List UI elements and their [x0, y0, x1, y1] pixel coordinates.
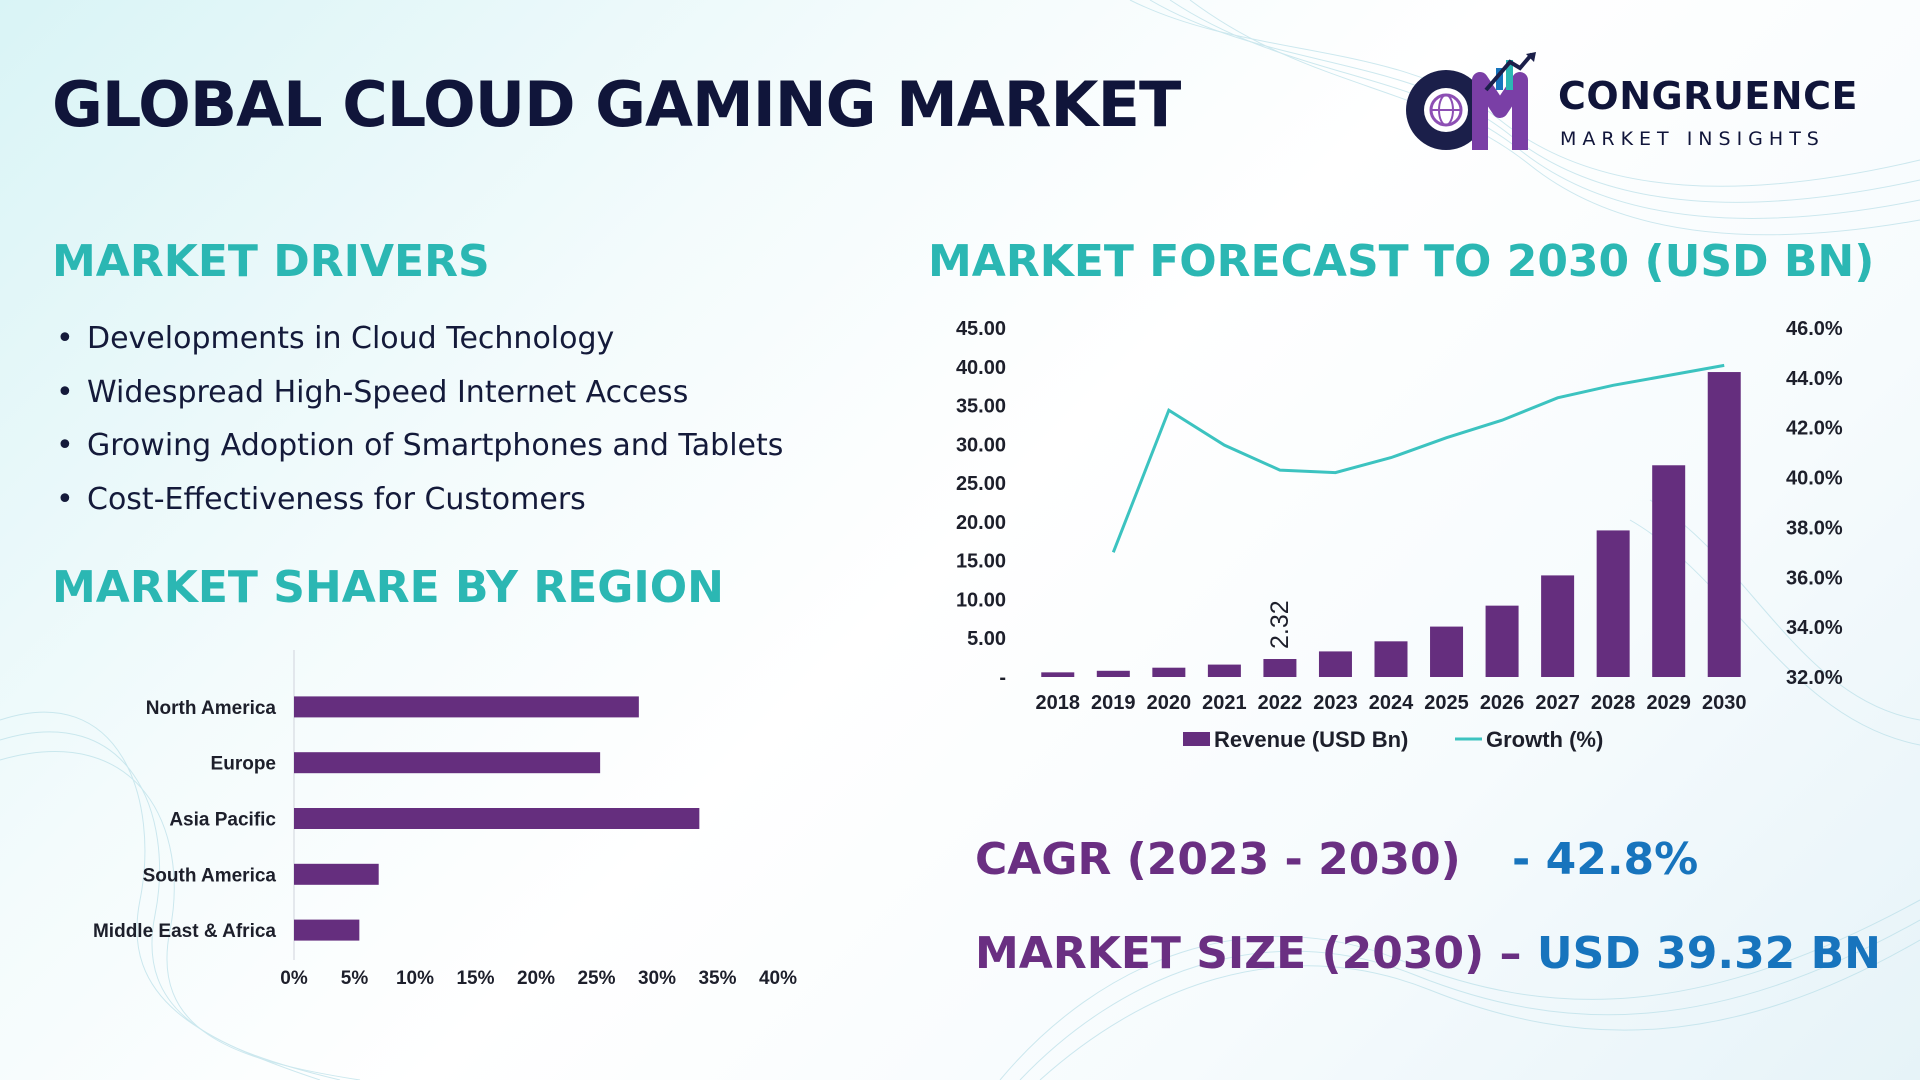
- x-tick-label: 2020: [1147, 692, 1192, 714]
- bar: [1263, 659, 1297, 677]
- region-heading: MARKET SHARE BY REGION: [52, 562, 724, 613]
- x-tick-label: 2026: [1480, 692, 1525, 714]
- x-tick-label: 2022: [1258, 692, 1303, 714]
- x-tick-label: 2019: [1091, 692, 1136, 714]
- bar: [1318, 651, 1352, 677]
- cagr-stat: CAGR (2023 - 2030) - 42.8%: [975, 834, 1698, 885]
- cagr-label: CAGR (2023 - 2030): [975, 834, 1461, 885]
- y-tick-label-right: 34.0%: [1786, 617, 1843, 639]
- x-tick-label: 20%: [517, 968, 555, 989]
- y-tick-label-left: 5.00: [967, 628, 1006, 650]
- y-tick-label-left: 40.00: [956, 357, 1006, 379]
- drivers-list: • Developments in Cloud Technology • Wides…: [56, 312, 783, 526]
- y-tick-label-left: 25.00: [956, 473, 1006, 495]
- y-tick-label-right: 36.0%: [1786, 567, 1843, 589]
- bar: [294, 863, 379, 885]
- y-tick-label: South America: [143, 865, 277, 886]
- x-tick-label: 5%: [341, 968, 369, 989]
- x-tick-label: 40%: [759, 968, 797, 989]
- bar: [1041, 672, 1075, 677]
- bar: [1541, 575, 1575, 677]
- list-item: • Developments in Cloud Technology: [56, 321, 615, 356]
- x-tick-label: 2021: [1202, 692, 1247, 714]
- bar: [1152, 667, 1186, 677]
- y-tick-label-left: 10.00: [956, 589, 1006, 611]
- y-tick-label: Middle East & Africa: [93, 921, 276, 942]
- x-tick-label: 25%: [577, 968, 615, 989]
- market-size-value: USD 39.32 BN: [1536, 928, 1881, 979]
- legend-swatch-revenue: [1183, 732, 1210, 746]
- bar: [294, 696, 639, 718]
- growth-line: [1111, 363, 1725, 553]
- y-tick-label-left: 35.00: [956, 396, 1006, 418]
- list-item: • Cost-Effectiveness for Customers: [56, 481, 586, 517]
- list-item: • Growing Adoption of Smartphones and Tab…: [56, 428, 784, 463]
- bar: [294, 808, 700, 829]
- bar: [1207, 664, 1241, 677]
- logo-mark-icon: [1406, 52, 1536, 150]
- region-share-chart: North America Europe Asia Pacific South Ame…: [93, 650, 797, 989]
- x-tick-label: 35%: [698, 968, 736, 989]
- market-size-stat: MARKET SIZE (2030) – USD 39.32 BN: [975, 928, 1881, 979]
- bar: [294, 919, 360, 941]
- x-tick-label: 10%: [396, 968, 434, 989]
- x-tick-label: 2024: [1369, 692, 1414, 714]
- y-tick-label: Asia Pacific: [169, 810, 276, 831]
- x-tick-label: 2030: [1702, 692, 1747, 714]
- x-tick-label: 2025: [1424, 692, 1469, 714]
- legend-label-growth: Growth (%): [1486, 727, 1603, 752]
- logo-name: CONGRUENCE: [1558, 74, 1858, 118]
- logo-subtitle: MARKET INSIGHTS: [1560, 128, 1825, 150]
- x-tick-label: 2028: [1591, 692, 1636, 714]
- legend-label-revenue: Revenue (USD Bn): [1214, 727, 1408, 752]
- y-tick-label-right: 32.0%: [1786, 667, 1843, 689]
- bar: [1652, 465, 1686, 677]
- forecast-chart: - 5.00 10.00 15.00 20.00 25.00 30.00 35.00 40.00…: [956, 318, 1843, 752]
- list-item: • Widespread High-Speed Internet Access: [56, 374, 689, 410]
- bar: [1096, 670, 1130, 677]
- x-tick-label: 2027: [1535, 692, 1580, 714]
- drivers-heading: MARKET DRIVERS: [52, 236, 490, 287]
- bar: [1374, 641, 1408, 677]
- y-tick-label-left: -: [999, 667, 1006, 689]
- y-tick-label-right: 42.0%: [1786, 418, 1843, 440]
- y-tick-label-left: 45.00: [956, 318, 1006, 340]
- x-tick-label: 0%: [280, 968, 308, 989]
- bar: [1596, 530, 1630, 677]
- y-tick-label-right: 38.0%: [1786, 517, 1843, 539]
- y-tick-label: North America: [146, 698, 277, 719]
- x-tick-label: 2023: [1313, 692, 1358, 714]
- y-tick-label-right: 44.0%: [1786, 368, 1843, 390]
- page-title: GLOBAL CLOUD GAMING MARKET: [52, 68, 1181, 141]
- x-tick-label: 15%: [456, 968, 494, 989]
- x-tick-label: 30%: [638, 968, 676, 989]
- forecast-heading: MARKET FORECAST TO 2030 (USD BN): [928, 236, 1875, 287]
- y-tick-label-left: 15.00: [956, 551, 1006, 573]
- y-tick-label-left: 30.00: [956, 434, 1006, 456]
- x-tick-label: 2029: [1646, 692, 1691, 714]
- bar: [1707, 372, 1741, 677]
- y-tick-label-right: 40.0%: [1786, 468, 1843, 490]
- x-tick-label: 2018: [1036, 692, 1081, 714]
- data-label: 2.32: [1266, 600, 1294, 649]
- market-size-label: MARKET SIZE (2030) –: [975, 928, 1537, 979]
- bar: [294, 752, 601, 774]
- company-logo: CONGRUENCE MARKET INSIGHTS: [1400, 50, 1870, 160]
- bar: [1485, 605, 1519, 677]
- bar: [1430, 626, 1464, 677]
- y-tick-label-left: 20.00: [956, 512, 1006, 534]
- cagr-value: - 42.8%: [1512, 834, 1699, 885]
- y-tick-label: Europe: [211, 754, 276, 775]
- y-tick-label-right: 46.0%: [1786, 318, 1843, 340]
